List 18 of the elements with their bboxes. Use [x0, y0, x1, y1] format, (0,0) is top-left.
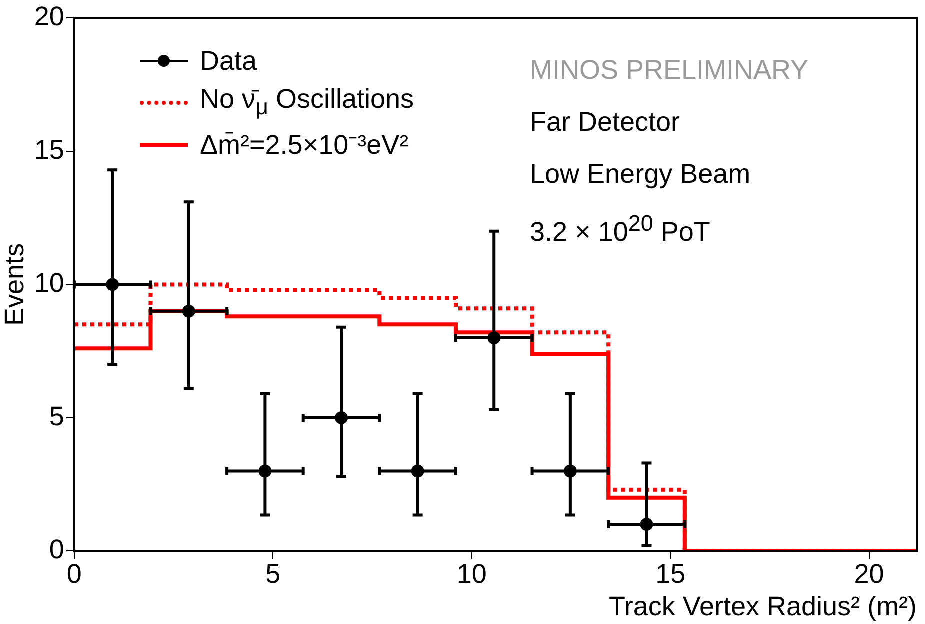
- x-tick-label: 20: [854, 558, 884, 589]
- y-tick-label: 15: [34, 134, 64, 165]
- annotation: Low Energy Beam: [530, 159, 752, 191]
- x-axis-title: Track Vertex Radius² (m²): [608, 591, 917, 622]
- x-tick-label: 15: [656, 558, 686, 589]
- annotation: 3.2 × 10$^{20}$ PoT: [530, 211, 712, 249]
- legend-label: No ν̄$_{μ}$ Oscillations: [200, 83, 414, 122]
- x-tick-label: 10: [456, 558, 487, 589]
- annotation: MINOS PRELIMINARY: [530, 55, 809, 87]
- annotation: Far Detector: [530, 107, 682, 139]
- y-tick-label: 0: [49, 534, 64, 565]
- y-tick-label: 20: [34, 2, 64, 32]
- y-tick-label: 5: [49, 401, 64, 432]
- legend-label: Data: [200, 45, 258, 78]
- x-tick-label: 5: [266, 558, 281, 589]
- y-axis-title: Events: [0, 243, 30, 326]
- y-tick-label: 10: [34, 268, 64, 298]
- legend-label: Δm̄²=2.5×10⁻³eV²: [200, 129, 409, 162]
